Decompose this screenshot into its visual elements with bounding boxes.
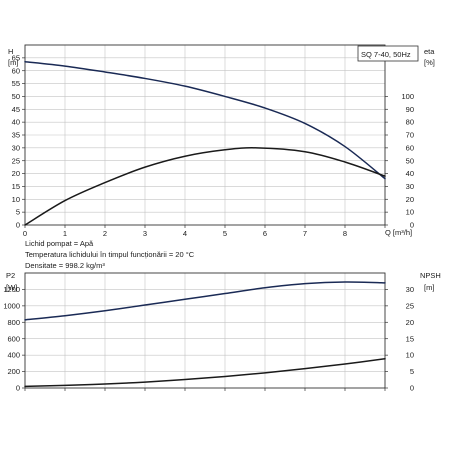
top-y-axis-unit: [m] — [8, 58, 18, 67]
top-x-tick-label: 5 — [223, 229, 227, 238]
top-series — [24, 60, 386, 226]
top-x-tick-label: 3 — [143, 229, 147, 238]
chart-title-box — [357, 45, 419, 62]
top-y-tick-label: 20 — [12, 169, 20, 178]
top-y-tick-label: 15 — [12, 182, 20, 191]
top-x-tick-label: 6 — [263, 229, 267, 238]
top-y2-tick-label: 20 — [406, 195, 414, 204]
bottom-y-tick-label: 0 — [16, 384, 20, 393]
top-x-tick-label: 4 — [183, 229, 187, 238]
bottom-y-tick-label: 400 — [7, 351, 20, 360]
bottom-y2-tick-label: 20 — [406, 318, 414, 327]
top-y-tick-label: 30 — [12, 143, 20, 152]
top-y2-tick-label: 0 — [410, 221, 414, 230]
top-y2-tick-label: 10 — [406, 208, 414, 217]
note-fluid: Lichid pompat = Apă — [25, 239, 94, 248]
top-y-axis-title: H — [8, 47, 13, 56]
bottom-y-tick-label: 200 — [7, 367, 20, 376]
bottom-y-axis-title: P2 — [6, 271, 15, 280]
top-y2-axis-title: eta — [424, 47, 435, 56]
top-h-curve — [24, 60, 386, 180]
fluid-notes: Lichid pompat = Apă Temperatura lichidul… — [25, 239, 195, 270]
bottom-y2-tick-label: 0 — [410, 384, 414, 393]
bottom-y2-tick-label: 10 — [406, 351, 414, 360]
bottom-plot-frame — [24, 272, 386, 389]
note-temperature: Temperatura lichidului în timpul funcțio… — [25, 250, 195, 259]
top-y-tick-label: 65 — [12, 53, 20, 62]
top-y2-tick-label: 60 — [406, 143, 414, 152]
bottom-y-tick-label: 1200 — [3, 285, 20, 294]
top-y2-tick-label: 40 — [406, 169, 414, 178]
top-y2-tick-label: 50 — [406, 156, 414, 165]
top-y2-tick-label: 90 — [406, 105, 414, 114]
bottom-series — [24, 281, 386, 388]
top-x-tick-label: 2 — [103, 229, 107, 238]
top-y-tick-label: 10 — [12, 195, 20, 204]
bottom-y2-axis-unit: [m] — [424, 283, 434, 292]
head-efficiency-panel: 0510152025303540455055606501020304050607… — [8, 44, 435, 238]
bottom-y-tick-label: 800 — [7, 318, 20, 327]
bottom-grid — [25, 273, 385, 388]
top-eta-curve — [24, 147, 386, 226]
bottom-y-tick-label: 600 — [7, 334, 20, 343]
top-x-tick-label: 1 — [63, 229, 67, 238]
top-y-tick-label: 35 — [12, 131, 20, 140]
top-x-tick-label: 0 — [23, 229, 27, 238]
top-y-tick-label: 40 — [12, 118, 20, 127]
top-y-tick-label: 0 — [16, 221, 20, 230]
bottom-y-axis-unit: [W] — [6, 283, 17, 292]
bottom-y2-tick-label: 30 — [406, 285, 414, 294]
top-y2-tick-label: 30 — [406, 182, 414, 191]
top-x-tick-label: 8 — [343, 229, 347, 238]
bottom-y2-tick-label: 25 — [406, 301, 414, 310]
top-grid — [25, 45, 385, 225]
top-y2-tick-label: 70 — [406, 131, 414, 140]
top-y-tick-label: 55 — [12, 79, 20, 88]
top-x-axis-label: Q [m³/h] — [385, 228, 412, 237]
top-y2-axis-unit: [%] — [424, 58, 435, 67]
bottom-y2-tick-label: 5 — [410, 367, 414, 376]
top-y-tick-label: 5 — [16, 208, 20, 217]
top-y2-tick-label: 100 — [401, 92, 414, 101]
top-y-tick-label: 50 — [12, 92, 20, 101]
top-x-tick-label: 7 — [303, 229, 307, 238]
bottom-p2-curve — [24, 281, 386, 321]
top-y-tick-label: 45 — [12, 105, 20, 114]
note-density: Densitate = 998.2 kg/m³ — [25, 261, 105, 270]
top-y-tick-label: 25 — [12, 156, 20, 165]
bottom-y-tick-label: 1000 — [3, 301, 20, 310]
bottom-npsh-curve — [24, 358, 386, 388]
bottom-tick-labels: 0 200 400 600 800 1000 1200 0 5 10 15 20 25 30 — [3, 285, 414, 393]
top-y2-tick-label: 80 — [406, 118, 414, 127]
bottom-y2-tick-label: 15 — [406, 334, 414, 343]
top-tick-labels: 0510152025303540455055606501020304050607… — [12, 53, 414, 238]
power-npsh-panel: 0 200 400 600 800 1000 1200 0 5 10 15 20 25 30 P2 [W]… — [3, 271, 441, 393]
top-y-tick-label: 60 — [12, 66, 20, 75]
bottom-y2-axis-title: NPSH — [420, 271, 441, 280]
chart-title: SQ 7-40, 50Hz — [361, 50, 411, 59]
